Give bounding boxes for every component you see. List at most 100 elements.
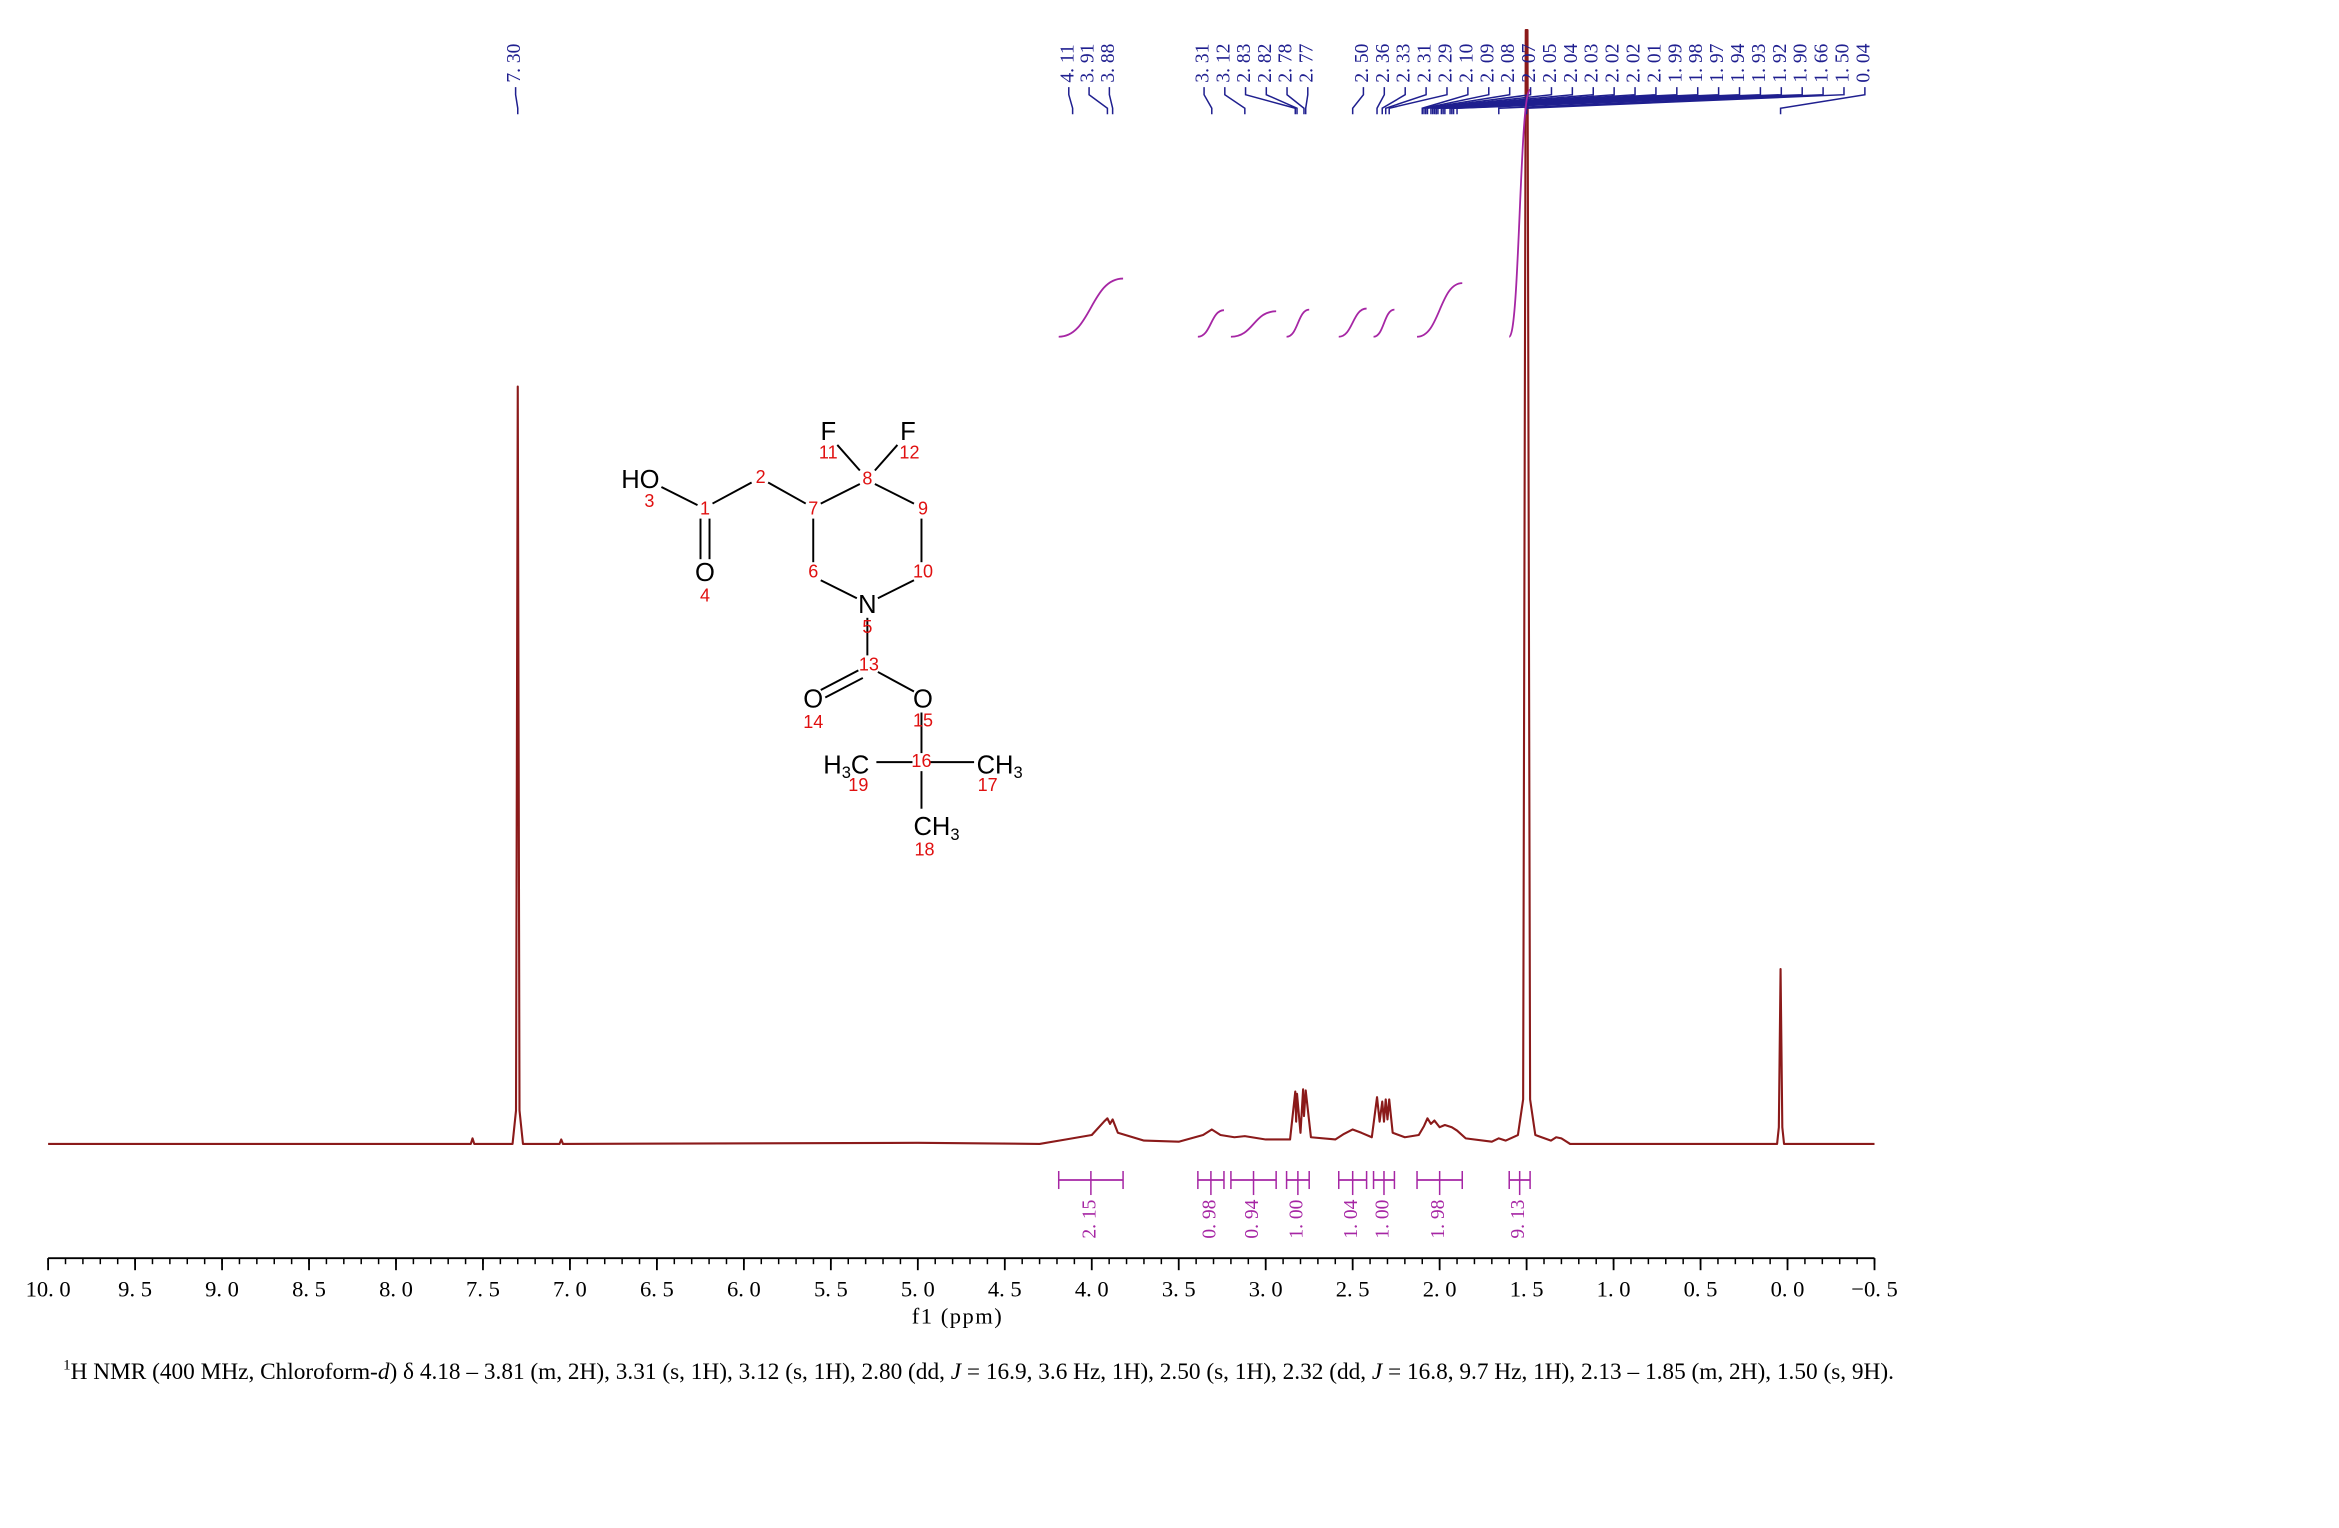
- atom-number: 17: [978, 775, 998, 795]
- peak-label: 1. 99: [1665, 44, 1686, 83]
- atom-label: H3C: [823, 751, 869, 782]
- atom-label-part: C: [851, 751, 869, 779]
- peak-label: 2. 07: [1519, 43, 1540, 82]
- integral-label: 1. 04: [1341, 1199, 1362, 1238]
- peak-leader: [1224, 87, 1246, 115]
- peak-leader: [1433, 87, 1595, 115]
- bond: [877, 579, 915, 600]
- x-tick-label: 4. 0: [1075, 1276, 1109, 1301]
- peak-leader: [1068, 87, 1074, 115]
- integral-curve: [1338, 307, 1367, 338]
- atom-label-part: CH: [913, 813, 950, 841]
- atom-label: O: [803, 685, 823, 713]
- atom-number: 15: [913, 710, 933, 730]
- atom-label-part: F: [820, 418, 836, 446]
- peak-label: 1. 93: [1749, 44, 1770, 83]
- integral-label: 1. 00: [1372, 1199, 1393, 1238]
- x-tick-label: 1. 0: [1597, 1276, 1631, 1301]
- atom-label: CH3: [977, 751, 1023, 782]
- x-tick-label: 0. 0: [1771, 1276, 1805, 1301]
- atom-label-part: O: [695, 559, 715, 587]
- integral-label: 0. 94: [1242, 1199, 1263, 1238]
- x-tick-label: 6. 5: [640, 1276, 674, 1301]
- integral-label: 1. 00: [1286, 1199, 1307, 1238]
- caption-text: ) δ 4.18 – 3.81 (m, 2H), 3.31 (s, 1H), 3…: [389, 1359, 950, 1385]
- peak-label: 7. 30: [504, 43, 525, 82]
- atom-label: F: [900, 418, 916, 446]
- atom-label-part: 3: [950, 825, 959, 844]
- peak-label: 3. 31: [1193, 44, 1214, 83]
- atom-label-part: H: [823, 751, 841, 779]
- atom-number: 9: [918, 498, 928, 518]
- bond: [874, 444, 899, 472]
- peak-label: 4. 11: [1057, 44, 1078, 82]
- atom-label-part: O: [913, 685, 933, 713]
- peak-label: 2. 82: [1255, 44, 1276, 83]
- caption-text: H NMR (400 MHz, Chloroform-: [71, 1359, 378, 1385]
- peak-label: 1. 66: [1812, 43, 1833, 82]
- atom-number: 6: [808, 561, 818, 581]
- peak-leader: [1456, 87, 1803, 115]
- x-tick-label: 0. 5: [1684, 1276, 1718, 1301]
- bond: [877, 671, 915, 693]
- peak-label: 2. 02: [1603, 44, 1624, 83]
- peak-label: 2. 08: [1498, 43, 1519, 82]
- bond: [836, 444, 861, 472]
- peak-label: 1. 50: [1832, 43, 1853, 82]
- peak-label: 1. 98: [1686, 43, 1707, 82]
- peak-label: 2. 10: [1456, 43, 1477, 82]
- peak-label: 0. 04: [1853, 43, 1874, 82]
- peak-leader: [1431, 87, 1574, 115]
- x-tick-label: 10. 0: [26, 1276, 71, 1301]
- atom-number: 11: [819, 443, 838, 463]
- peak-leader: [1304, 87, 1309, 115]
- x-tick-label: 6. 0: [727, 1276, 761, 1301]
- x-tick-label: 4. 5: [988, 1276, 1022, 1301]
- x-tick-label: 8. 0: [379, 1276, 413, 1301]
- bond: [874, 483, 915, 505]
- bond: [820, 579, 858, 600]
- peak-leader: [1388, 87, 1448, 115]
- atom-label-part: O: [803, 685, 823, 713]
- integral-curve: [1416, 282, 1463, 338]
- integral-label: 2. 15: [1079, 1200, 1100, 1239]
- caption-text: J: [1372, 1359, 1384, 1385]
- peak-leader: [1286, 87, 1305, 115]
- peak-label: 2. 09: [1477, 44, 1498, 83]
- atom-label-part: CH: [977, 751, 1014, 779]
- atom-label: F: [820, 418, 836, 446]
- bond: [824, 677, 864, 699]
- peak-label: 1. 97: [1707, 43, 1728, 82]
- x-tick-label: 7. 0: [553, 1276, 587, 1301]
- peak-label: 2. 31: [1415, 44, 1436, 83]
- peak-leader: [514, 87, 519, 115]
- bond: [820, 483, 861, 505]
- bond: [767, 481, 807, 505]
- x-tick-label: 3. 0: [1249, 1276, 1283, 1301]
- integral-curve: [1286, 308, 1310, 338]
- peak-label: 2. 02: [1624, 44, 1645, 83]
- peak-label: 2. 33: [1394, 44, 1415, 83]
- atom-label: HO: [621, 466, 659, 494]
- x-tick-label: 5. 5: [814, 1276, 848, 1301]
- peak-label: 2. 29: [1435, 44, 1456, 83]
- x-tick-label: 2. 5: [1336, 1276, 1370, 1301]
- caption-text: 1: [63, 1358, 71, 1374]
- caption-text: = 16.9, 3.6 Hz, 1H), 2.50 (s, 1H), 2.32 …: [961, 1359, 1372, 1385]
- x-tick-label: 9. 0: [205, 1276, 239, 1301]
- integral-label: 1. 98: [1428, 1199, 1449, 1238]
- x-tick-label: 1. 5: [1510, 1276, 1544, 1301]
- atom-number: 19: [848, 775, 868, 795]
- peak-label: 2. 77: [1296, 43, 1317, 82]
- integral-label: 9. 13: [1508, 1200, 1529, 1239]
- atom-number: 2: [756, 467, 766, 487]
- atom-label-part: 3: [842, 764, 851, 783]
- bond: [660, 486, 698, 506]
- peak-leader: [1088, 87, 1109, 115]
- caption-text: d: [378, 1359, 390, 1385]
- peak-label: 1. 94: [1728, 43, 1749, 82]
- peak-leader: [1381, 87, 1406, 115]
- atom-number: 7: [808, 498, 818, 518]
